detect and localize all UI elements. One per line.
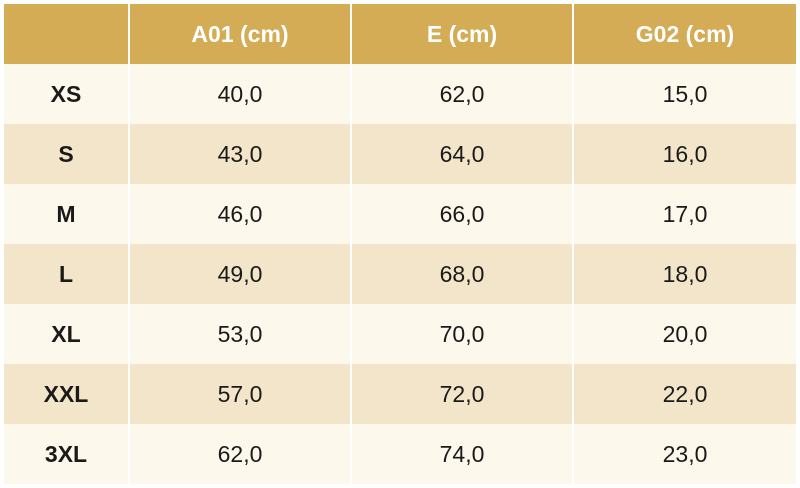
measure-cell: 46,0 bbox=[128, 184, 350, 244]
measure-cell: 62,0 bbox=[350, 64, 572, 124]
measure-cell: 70,0 bbox=[350, 304, 572, 364]
measure-cell: 49,0 bbox=[128, 244, 350, 304]
measure-cell: 20,0 bbox=[572, 304, 796, 364]
header-corner bbox=[4, 4, 128, 64]
measure-cell: 68,0 bbox=[350, 244, 572, 304]
size-label: XXL bbox=[4, 364, 128, 424]
size-label: L bbox=[4, 244, 128, 304]
size-label: XS bbox=[4, 64, 128, 124]
measure-cell: 72,0 bbox=[350, 364, 572, 424]
measure-cell: 74,0 bbox=[350, 424, 572, 484]
measure-cell: 15,0 bbox=[572, 64, 796, 124]
measure-cell: 62,0 bbox=[128, 424, 350, 484]
header-cell: A01 (cm) bbox=[128, 4, 350, 64]
header-cell: G02 (cm) bbox=[572, 4, 796, 64]
size-label: XL bbox=[4, 304, 128, 364]
measure-cell: 22,0 bbox=[572, 364, 796, 424]
measure-cell: 16,0 bbox=[572, 124, 796, 184]
size-label: S bbox=[4, 124, 128, 184]
measure-cell: 23,0 bbox=[572, 424, 796, 484]
measure-cell: 57,0 bbox=[128, 364, 350, 424]
header-cell: E (cm) bbox=[350, 4, 572, 64]
measure-cell: 17,0 bbox=[572, 184, 796, 244]
measure-cell: 18,0 bbox=[572, 244, 796, 304]
size-table: A01 (cm) E (cm) G02 (cm) XS 40,0 62,0 15,0 S 43,… bbox=[4, 4, 796, 484]
measure-cell: 64,0 bbox=[350, 124, 572, 184]
size-label: 3XL bbox=[4, 424, 128, 484]
measure-cell: 66,0 bbox=[350, 184, 572, 244]
measure-cell: 53,0 bbox=[128, 304, 350, 364]
measure-cell: 43,0 bbox=[128, 124, 350, 184]
measure-cell: 40,0 bbox=[128, 64, 350, 124]
size-label: M bbox=[4, 184, 128, 244]
